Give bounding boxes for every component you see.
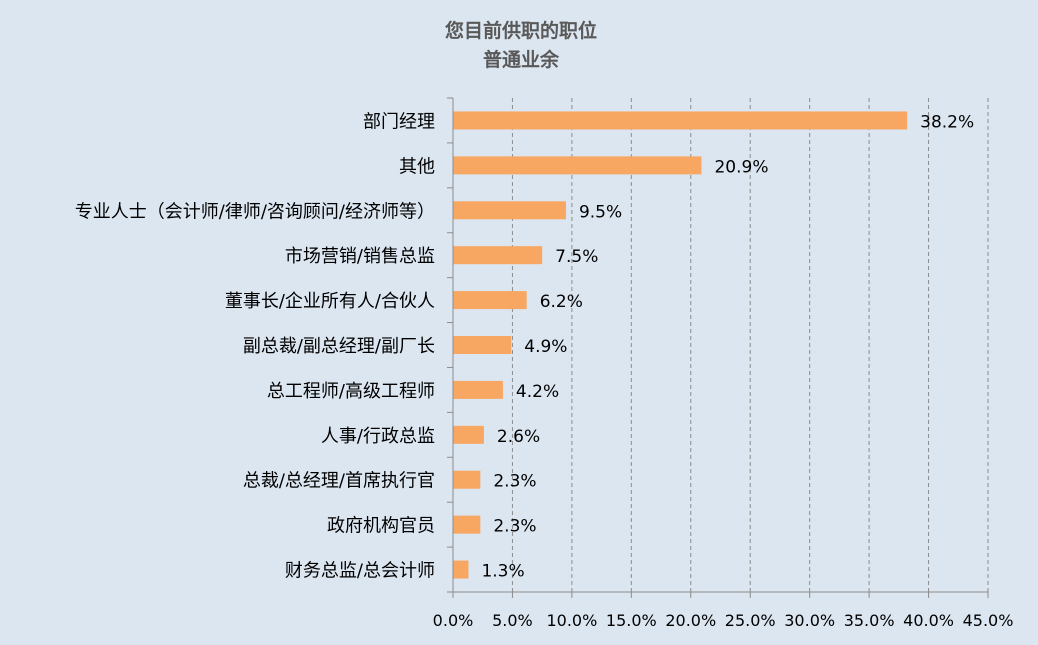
data-label: 6.2% xyxy=(540,292,583,312)
x-tick-label: 25.0% xyxy=(725,611,776,630)
category-label: 董事长/企业所有人/合伙人 xyxy=(225,291,435,312)
category-label: 副总裁/副总经理/副厂长 xyxy=(243,336,435,357)
data-label: 2.3% xyxy=(493,517,536,537)
category-label: 市场营销/销售总监 xyxy=(285,246,435,267)
bars xyxy=(447,97,908,593)
data-label: 20.9% xyxy=(714,157,768,177)
data-label: 4.9% xyxy=(524,337,567,357)
data-label: 7.5% xyxy=(555,247,598,267)
bar xyxy=(453,111,908,130)
x-tick-label: 40.0% xyxy=(903,611,954,630)
bar xyxy=(453,425,484,444)
data-label: 2.3% xyxy=(493,472,536,492)
bar xyxy=(453,156,702,175)
category-label: 人事/行政总监 xyxy=(321,426,435,447)
category-label: 总工程师/高级工程师 xyxy=(267,381,435,402)
data-label: 38.2% xyxy=(920,112,974,132)
data-label: 2.6% xyxy=(497,427,540,447)
category-label: 总裁/总经理/首席执行官 xyxy=(243,471,435,492)
chart-subtitle: 普通业余 xyxy=(483,48,560,71)
x-tick-label: 20.0% xyxy=(665,611,716,630)
category-label: 专业人士（会计师/律师/咨询顾问/经济师等） xyxy=(75,201,435,222)
bar xyxy=(453,560,469,579)
bar xyxy=(453,470,481,489)
bar xyxy=(453,380,503,399)
x-tick-label: 45.0% xyxy=(963,611,1014,630)
x-axis-ticks: 0.0% 5.0% 10.0% 15.0% 20.0% 25.0% 30.0% 35.0% 40… xyxy=(433,592,1014,630)
data-labels: 38.2% 20.9% 9.5% 7.5% 6.2% 4.9% 4.2% 2.6% 2.3% 2.… xyxy=(481,112,974,581)
data-label: 9.5% xyxy=(579,202,622,222)
category-label: 其他 xyxy=(399,156,435,177)
category-label: 财务总监/总会计师 xyxy=(285,561,435,582)
chart-title: 您目前供职的职位 xyxy=(445,19,597,42)
x-tick-label: 5.0% xyxy=(492,611,533,630)
bar xyxy=(453,336,512,354)
category-label: 部门经理 xyxy=(363,111,435,132)
bar xyxy=(453,201,566,220)
data-label: 1.3% xyxy=(481,562,524,582)
bar xyxy=(453,515,481,534)
x-tick-label: 0.0% xyxy=(433,611,474,630)
x-tick-label: 30.0% xyxy=(784,611,835,630)
gridlines xyxy=(511,98,989,592)
bar xyxy=(453,291,527,310)
x-tick-label: 35.0% xyxy=(844,611,895,630)
bar xyxy=(453,246,543,265)
x-tick-label: 10.0% xyxy=(546,611,597,630)
category-label: 政府机构官员 xyxy=(327,516,435,537)
data-label: 4.2% xyxy=(516,382,559,402)
x-tick-label: 15.0% xyxy=(606,611,657,630)
